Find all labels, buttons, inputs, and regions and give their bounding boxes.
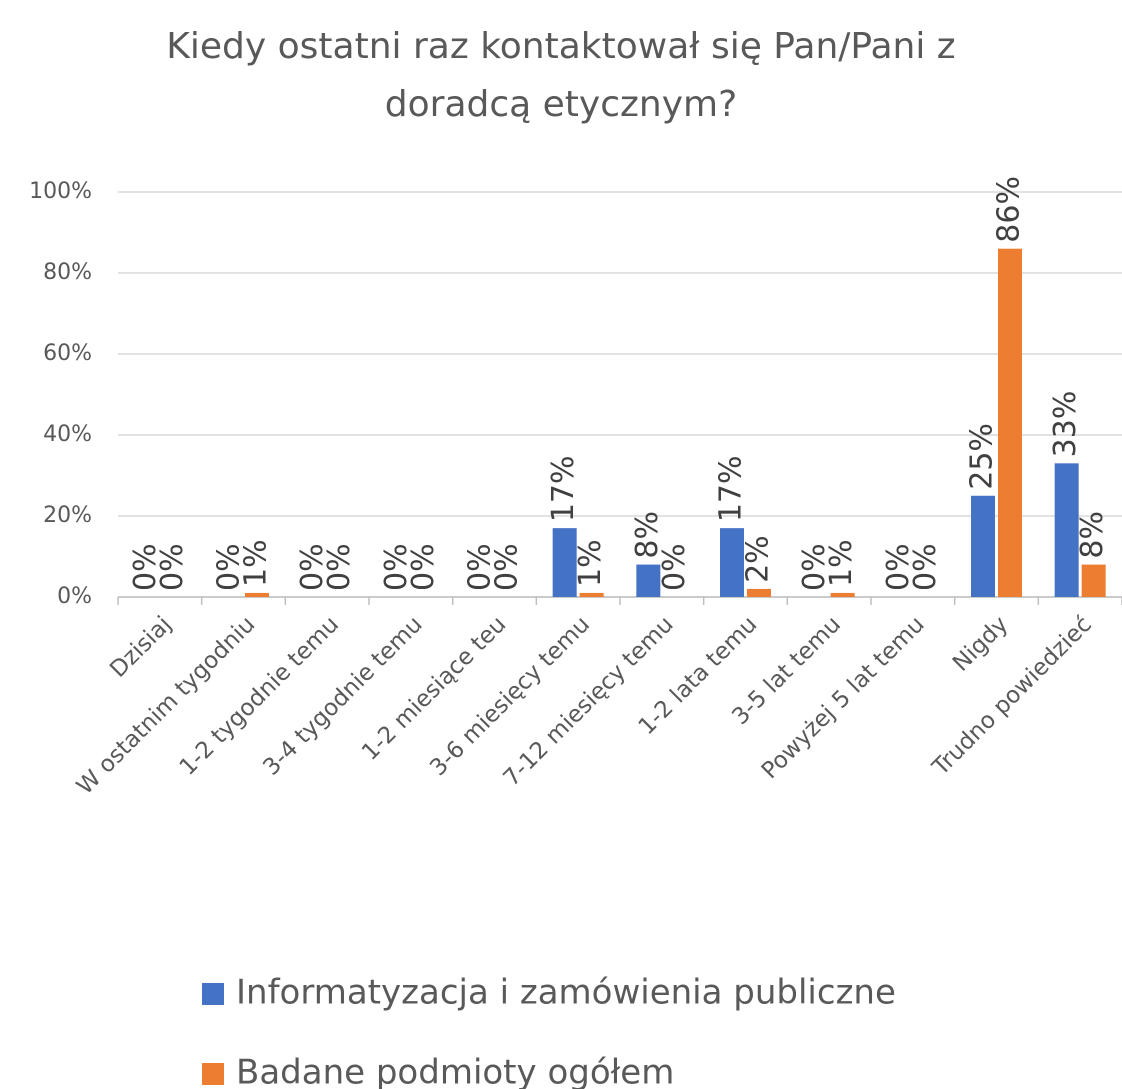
bar bbox=[552, 528, 577, 597]
data-label: 33% bbox=[1048, 391, 1083, 458]
x-tick-label: Nigdy bbox=[948, 611, 1013, 676]
x-tick-label: Dzisiaj bbox=[105, 611, 176, 682]
y-tick-label: 40% bbox=[43, 422, 92, 447]
x-tick-label: Powyżej 5 lat temu bbox=[757, 611, 930, 784]
bar bbox=[1081, 564, 1106, 597]
data-label: 0% bbox=[490, 543, 525, 591]
data-label: 0% bbox=[155, 543, 190, 591]
data-label: 0% bbox=[881, 543, 916, 591]
y-tick-label: 100% bbox=[29, 179, 92, 204]
data-label: 1% bbox=[239, 539, 274, 587]
data-label: 2% bbox=[741, 535, 776, 583]
data-label: 0% bbox=[406, 543, 441, 591]
legend-swatch bbox=[202, 1063, 224, 1085]
data-label: 0% bbox=[322, 543, 357, 591]
data-label: 1% bbox=[573, 539, 608, 587]
chart-title: Kiedy ostatni raz kontaktował się Pan/Pa… bbox=[166, 26, 956, 125]
data-label: 1% bbox=[824, 539, 859, 587]
x-tick-label: 1-2 tygodnie temu bbox=[175, 611, 344, 780]
bar bbox=[830, 592, 855, 597]
data-label: 0% bbox=[379, 543, 414, 591]
x-tick-label: 7-12 miesięcy temu bbox=[499, 611, 679, 791]
bar bbox=[636, 564, 661, 597]
bar bbox=[971, 495, 995, 597]
x-tick-label: 3-6 miesięcy temu bbox=[425, 611, 595, 781]
data-label: 86% bbox=[992, 176, 1027, 243]
data-label: 8% bbox=[630, 511, 665, 559]
x-tick-label: 3-4 tygodnie temu bbox=[258, 611, 427, 780]
data-label: 0% bbox=[295, 543, 330, 591]
bar bbox=[998, 248, 1022, 597]
data-label: 0% bbox=[908, 543, 943, 591]
x-tick-label: Trudno powiedzieć bbox=[927, 611, 1097, 781]
x-tick-label: 1-2 miesiące teu bbox=[357, 611, 511, 765]
data-label: 0% bbox=[463, 543, 498, 591]
data-label: 17% bbox=[714, 455, 749, 522]
data-label: 25% bbox=[965, 423, 1000, 490]
bar bbox=[245, 592, 269, 597]
data-label: 0% bbox=[797, 543, 832, 591]
data-label: 17% bbox=[546, 455, 581, 522]
data-label: 0% bbox=[128, 543, 163, 591]
legend-swatch bbox=[202, 983, 224, 1005]
legend-label: Badane podmioty ogółem bbox=[236, 1053, 674, 1089]
y-tick-label: 0% bbox=[57, 584, 92, 609]
y-tick-label: 20% bbox=[43, 503, 92, 528]
bar bbox=[579, 592, 604, 597]
data-label: 0% bbox=[657, 543, 692, 591]
y-tick-label: 60% bbox=[43, 341, 92, 366]
bar bbox=[747, 588, 771, 597]
data-label: 8% bbox=[1075, 511, 1110, 559]
bar bbox=[720, 528, 744, 597]
data-label: 0% bbox=[212, 543, 247, 591]
bar bbox=[1054, 463, 1079, 597]
y-tick-label: 80% bbox=[43, 260, 92, 285]
legend-label: Informatyzacja i zamówienia publiczne bbox=[236, 973, 896, 1013]
